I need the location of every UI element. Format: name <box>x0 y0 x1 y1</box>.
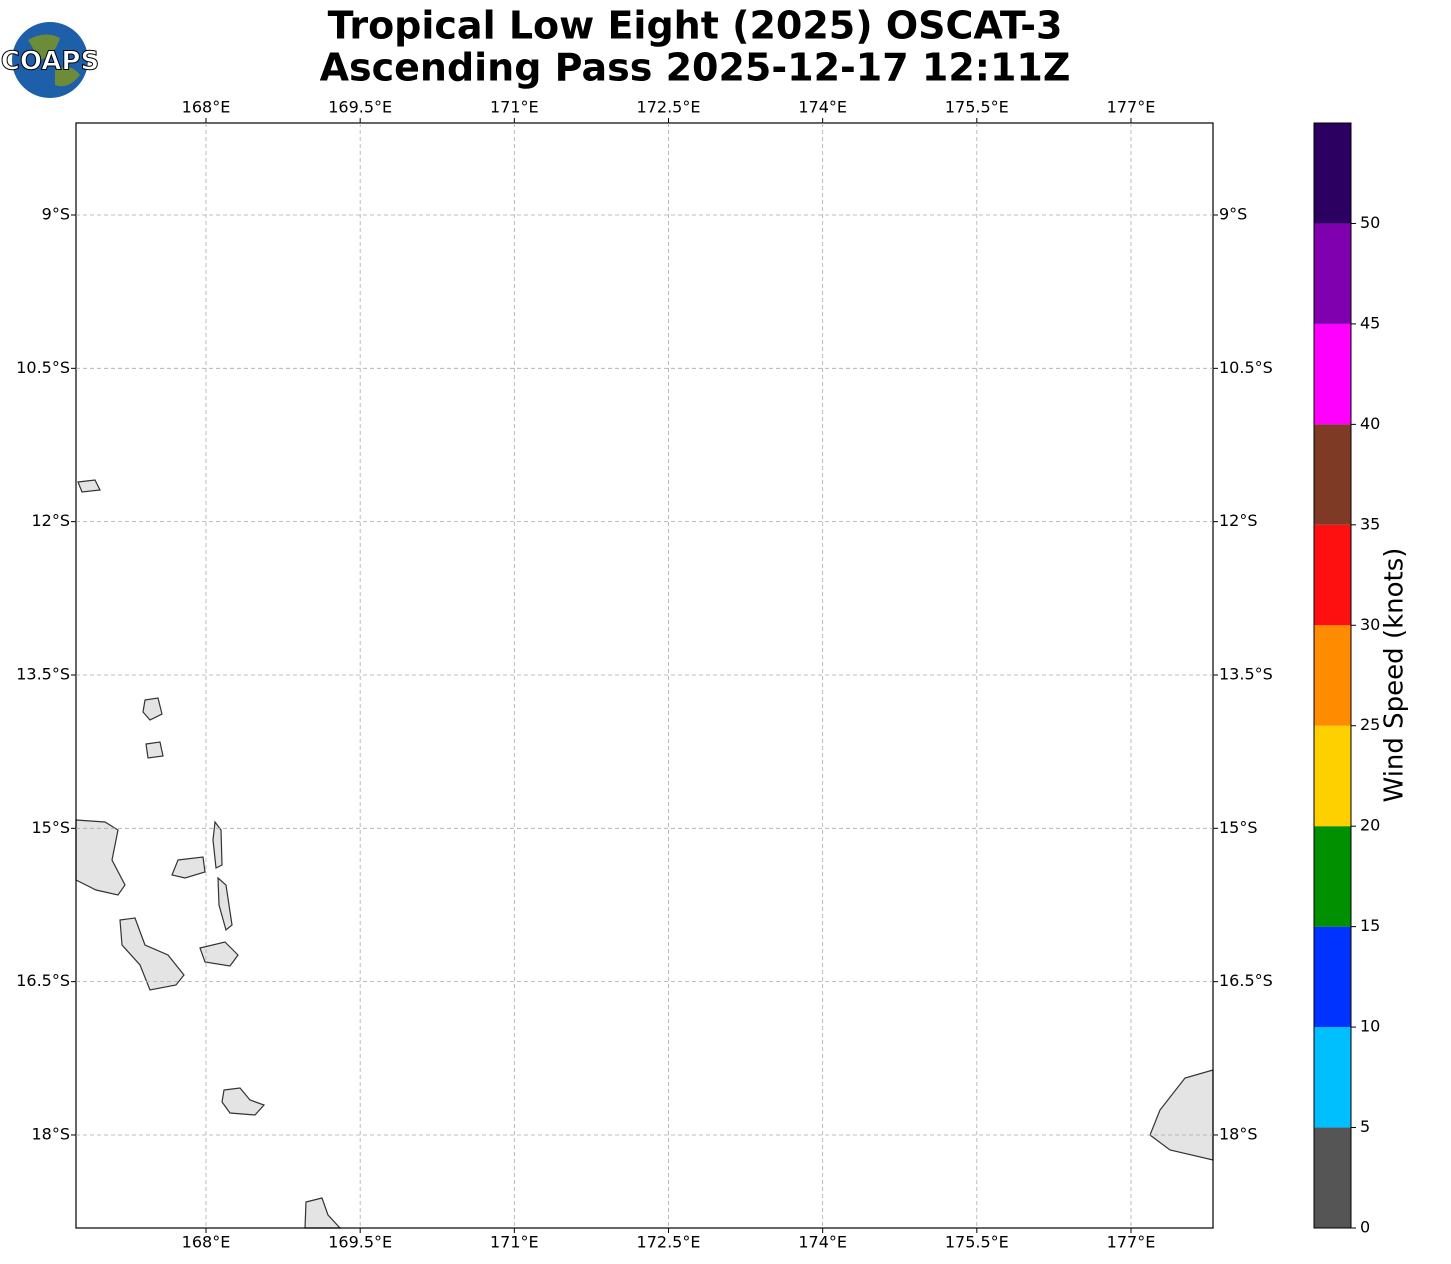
colorbar-frame <box>1313 122 1352 1229</box>
y-tick-label: 10.5°S <box>16 358 70 377</box>
island <box>75 819 126 896</box>
logo-text: COAPS <box>1 47 99 77</box>
colorbar-tick-label: 5 <box>1360 1117 1370 1136</box>
colorbar-tick-label: 45 <box>1360 313 1380 332</box>
island <box>142 697 163 721</box>
colorbar-segment <box>1314 625 1351 726</box>
x-tick-label: 168°E <box>182 1233 231 1252</box>
colorbar-tick-label: 25 <box>1360 715 1380 734</box>
chart-title: Tropical Low Eight (2025) OSCAT-3 <box>328 4 1063 48</box>
island <box>145 741 164 759</box>
y-tick-label: 12°S <box>31 511 70 530</box>
colorbar-tick-label: 35 <box>1360 514 1380 533</box>
colorbar-label: Wind Speed (knots) <box>1380 548 1410 803</box>
x-tick-label: 168°E <box>182 98 231 117</box>
y-tick-label: 9°S <box>1219 204 1247 223</box>
x-tick-label: 177°E <box>1107 98 1156 117</box>
y-tick-label: 13.5°S <box>1219 664 1273 683</box>
island <box>217 876 233 932</box>
colorbar-segment <box>1314 725 1351 827</box>
island <box>119 917 185 991</box>
y-tick-label: 10.5°S <box>1219 358 1273 377</box>
colorbar-segment <box>1314 524 1351 626</box>
logo: COAPS <box>0 22 100 98</box>
x-tick-label: 175.5°E <box>945 1233 1009 1252</box>
y-tick-label: 16.5°S <box>16 971 70 990</box>
y-tick-label: 16.5°S <box>1219 971 1273 990</box>
x-tick-label: 175.5°E <box>945 98 1009 117</box>
x-tick-label: 171°E <box>490 98 539 117</box>
island <box>171 856 206 879</box>
land <box>75 479 1214 1229</box>
colorbar-tick-label: 15 <box>1360 916 1380 935</box>
colorbar-tick-label: 20 <box>1360 816 1380 835</box>
logo-land <box>28 34 80 87</box>
x-tick-label: 177°E <box>1107 1233 1156 1252</box>
colorbar-tick-label: 30 <box>1360 615 1380 634</box>
map-frame <box>75 122 1214 1229</box>
colorbar-tick-label: 0 <box>1360 1218 1370 1237</box>
x-tick-label: 174°E <box>798 98 847 117</box>
y-tick-label: 18°S <box>31 1124 70 1143</box>
island <box>304 1197 342 1229</box>
colorbar-segment <box>1314 123 1351 224</box>
island <box>1149 1069 1214 1161</box>
x-tick-label: 169.5°E <box>328 98 392 117</box>
colorbar-tick-label: 40 <box>1360 414 1380 433</box>
chart-title: Ascending Pass 2025-12-17 12:11Z <box>320 46 1071 90</box>
y-tick-label: 13.5°S <box>16 664 70 683</box>
colorbar-tick-label: 50 <box>1360 213 1380 232</box>
island <box>77 479 101 493</box>
x-tick-label: 174°E <box>798 1233 847 1252</box>
colorbar-segment <box>1314 1127 1351 1228</box>
colorbar-segment <box>1314 424 1351 525</box>
x-tick-label: 172.5°E <box>637 1233 701 1252</box>
colorbar-segment <box>1314 826 1351 927</box>
y-tick-label: 18°S <box>1219 1124 1258 1143</box>
colorbar-segment <box>1314 223 1351 324</box>
colorbar-tick-label: 10 <box>1360 1017 1380 1036</box>
y-tick-label: 15°S <box>31 818 70 837</box>
y-tick-label: 15°S <box>1219 818 1258 837</box>
y-tick-label: 9°S <box>42 204 70 223</box>
colorbar-segment <box>1314 323 1351 425</box>
colorbar-segment <box>1314 1027 1351 1128</box>
island <box>212 820 223 869</box>
x-tick-label: 171°E <box>490 1233 539 1252</box>
y-tick-label: 12°S <box>1219 511 1258 530</box>
colorbar-segment <box>1314 926 1351 1028</box>
x-tick-label: 169.5°E <box>328 1233 392 1252</box>
island <box>199 941 239 967</box>
x-tick-label: 172.5°E <box>637 98 701 117</box>
island <box>221 1087 266 1116</box>
